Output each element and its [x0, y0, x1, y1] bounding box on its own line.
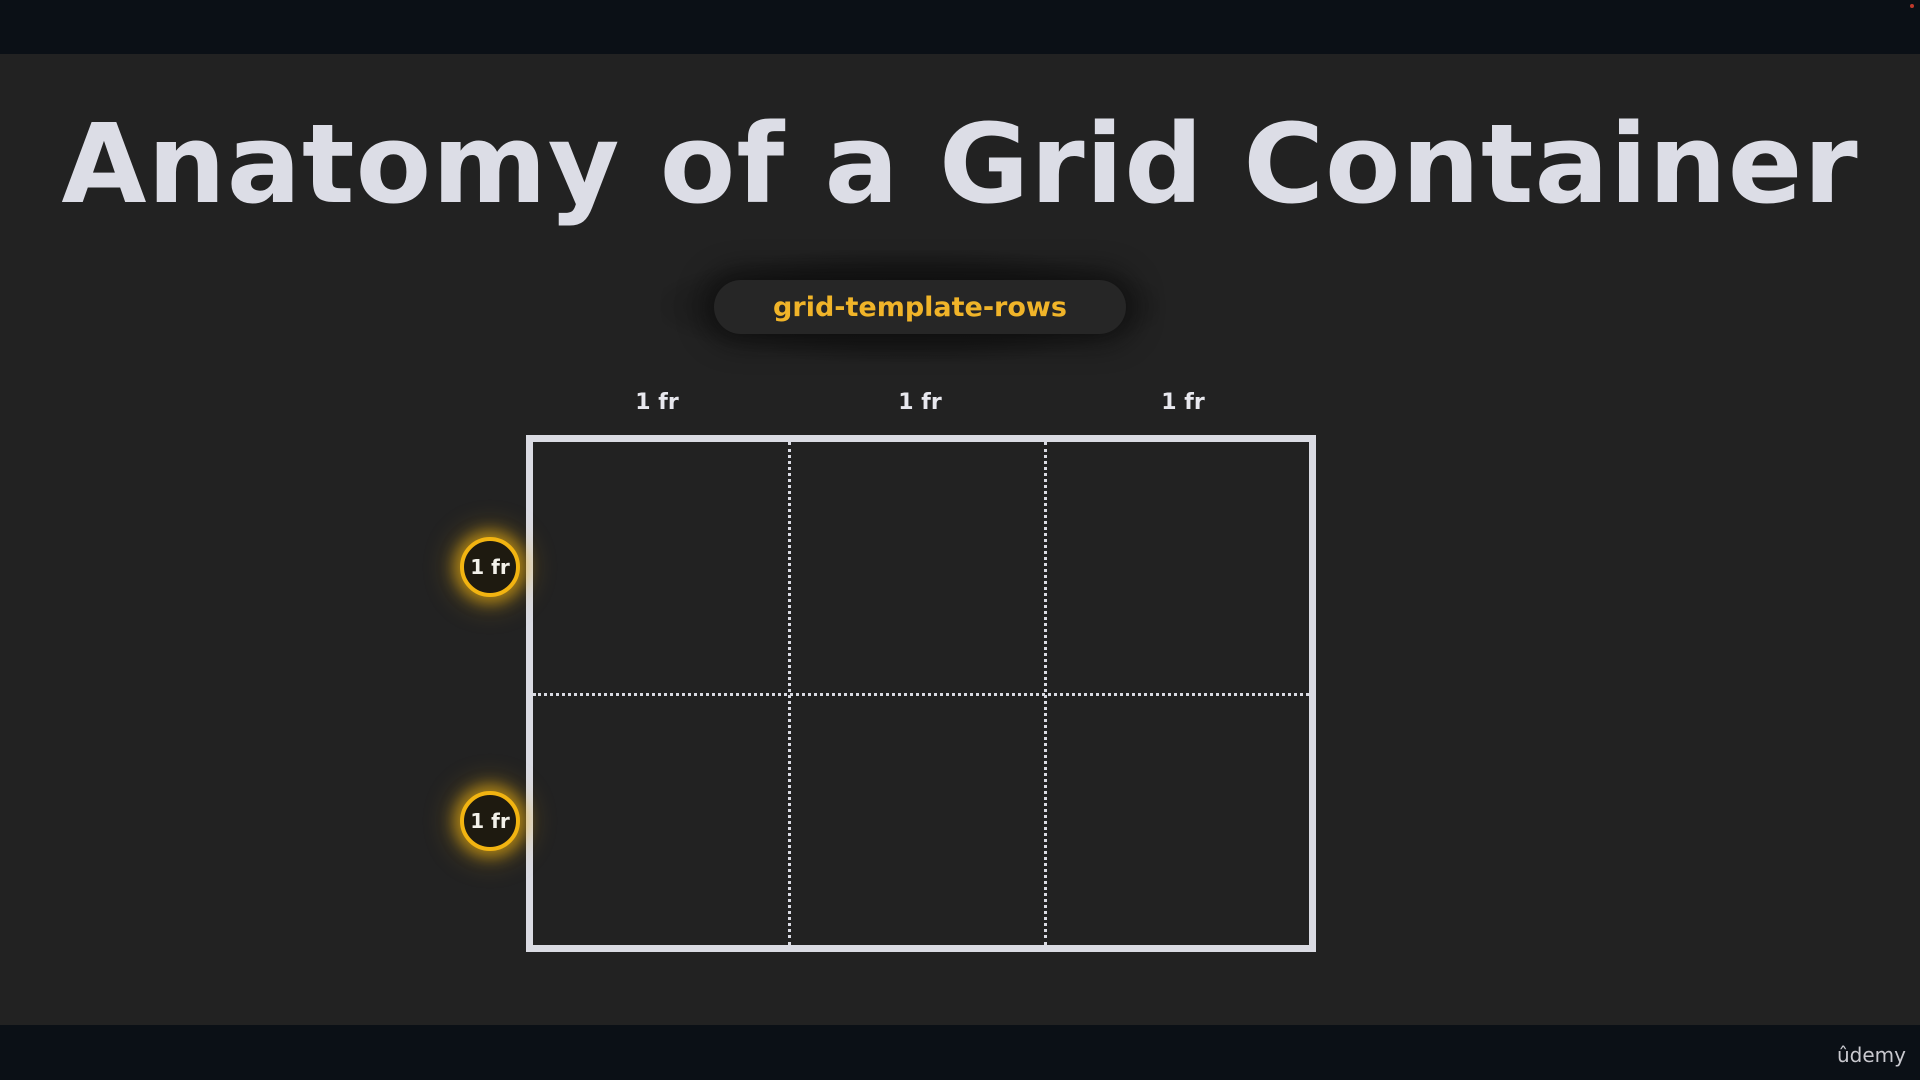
record-indicator-icon: [1910, 4, 1914, 8]
slide-area: [0, 54, 1920, 1025]
slide-title: Anatomy of a Grid Container: [61, 100, 1859, 228]
bottom-bar: [0, 1025, 1920, 1080]
grid-container-diagram: [526, 435, 1316, 952]
column-label-2: 1 fr: [898, 390, 942, 415]
top-bar: [0, 0, 1920, 54]
property-pill: grid-template-rows: [714, 280, 1126, 334]
udemy-logo: ûdemy: [1837, 1043, 1906, 1067]
column-label-1: 1 fr: [635, 390, 679, 415]
row-label-2: 1 fr: [470, 809, 510, 833]
row-badge-1: 1 fr: [460, 537, 520, 597]
row-label-1: 1 fr: [470, 555, 510, 579]
row-divider-1: [533, 693, 1309, 696]
property-label: grid-template-rows: [773, 291, 1067, 323]
column-label-3: 1 fr: [1161, 390, 1205, 415]
row-badge-2: 1 fr: [460, 791, 520, 851]
